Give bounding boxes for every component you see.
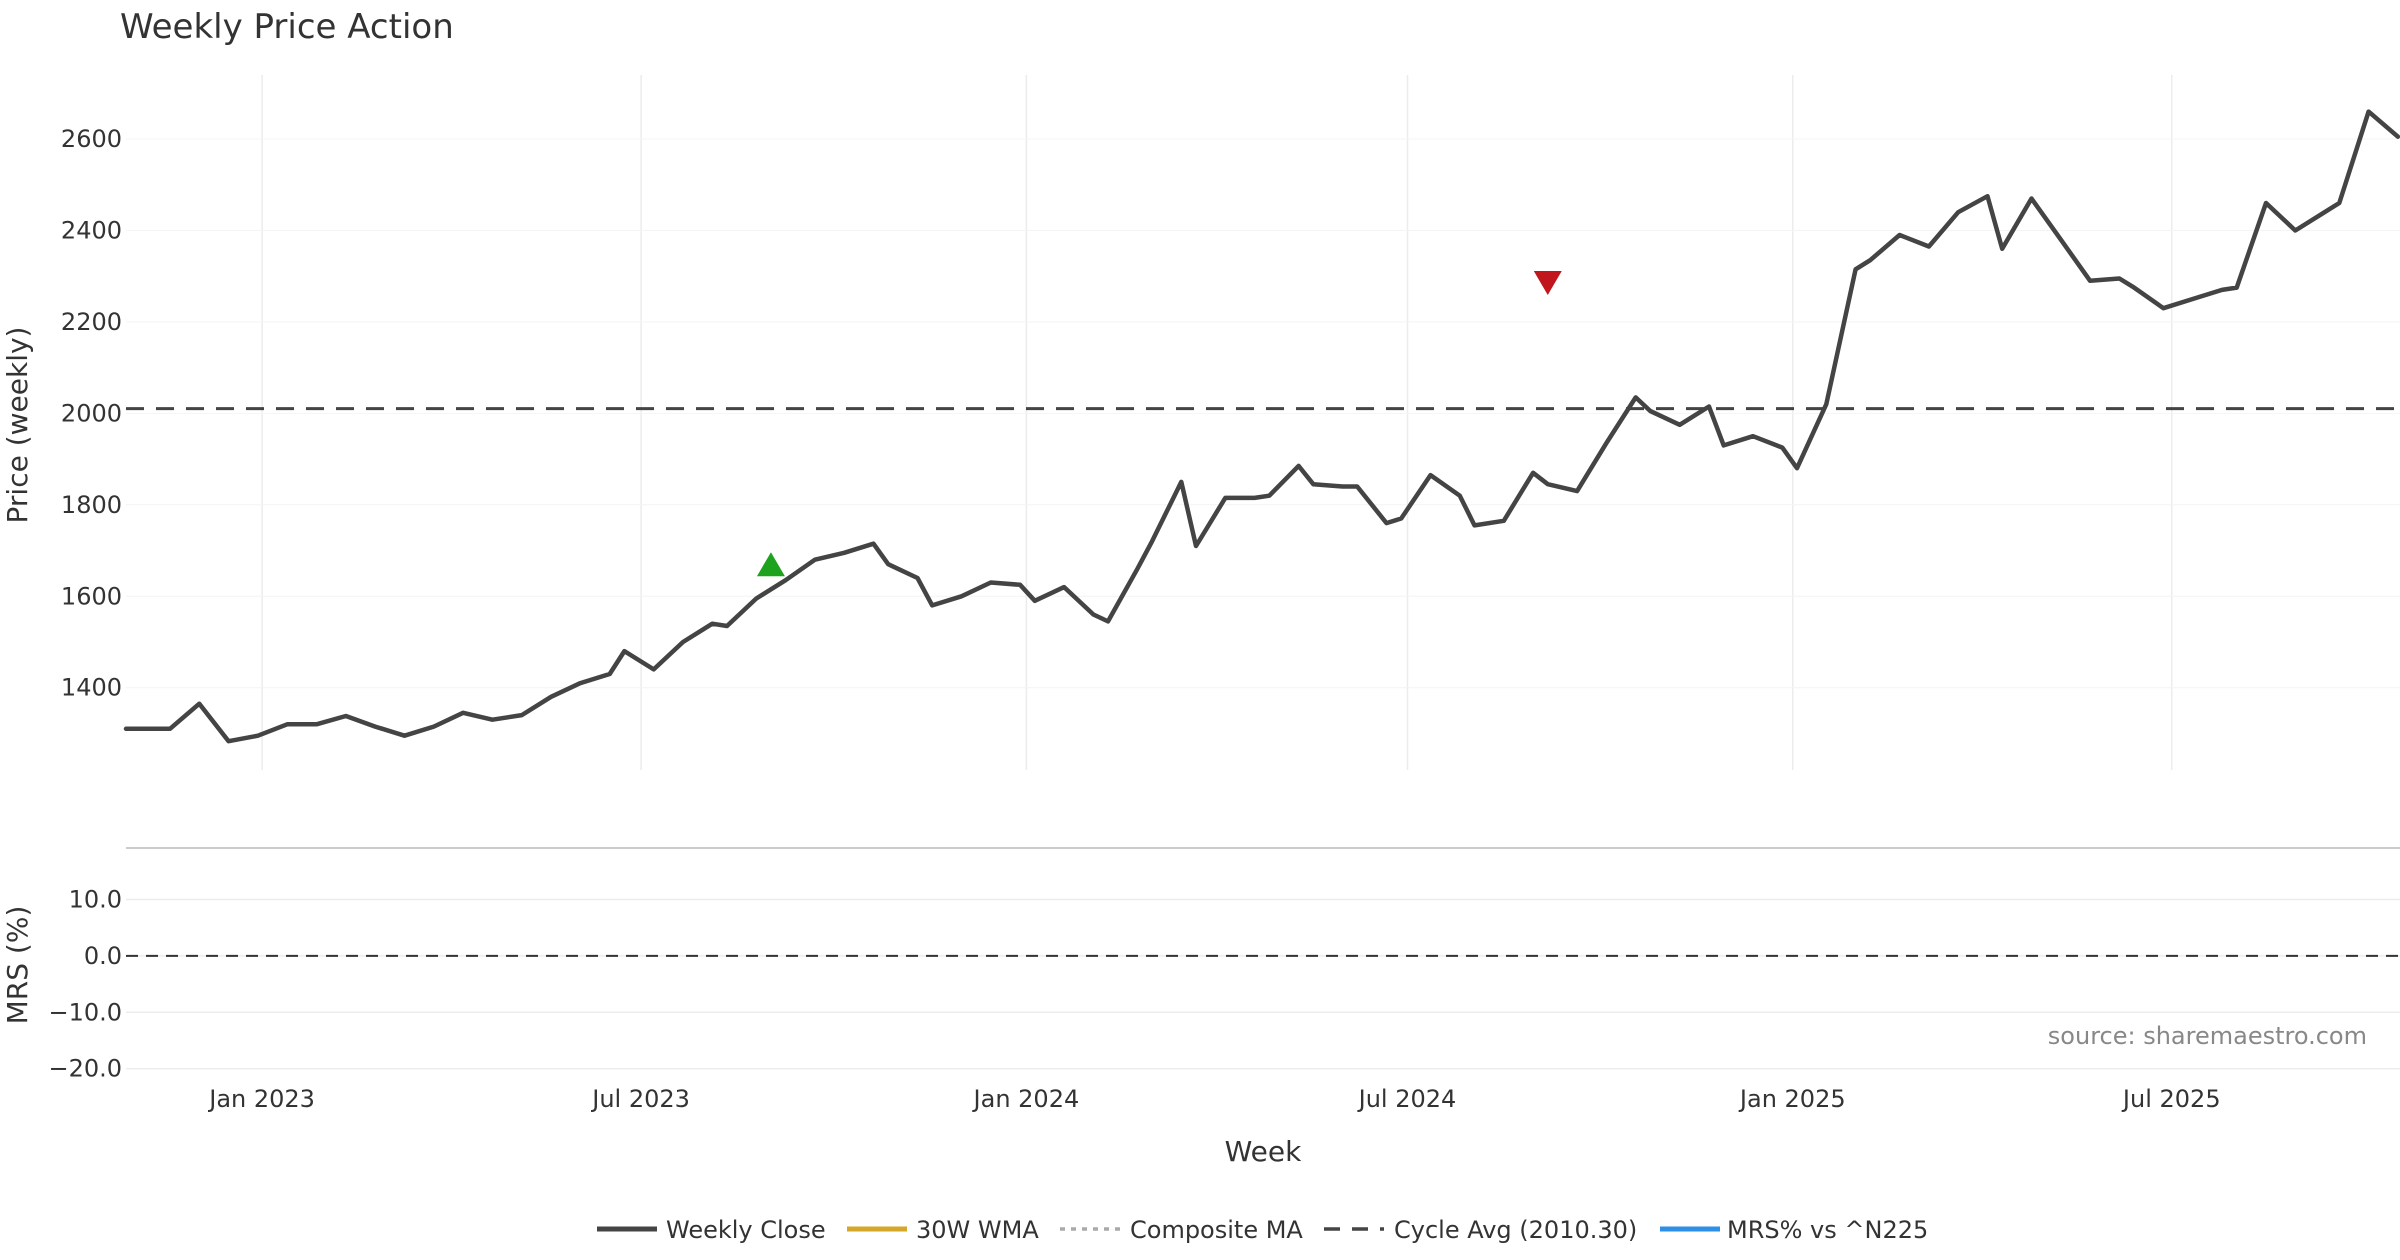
legend-label: Composite MA	[1130, 1216, 1303, 1244]
legend-label: Cycle Avg (2010.30)	[1394, 1216, 1637, 1244]
price-panel-grid	[126, 75, 2400, 770]
price-y-tick-label: 2000	[61, 399, 122, 427]
mrs-y-axis-title: MRS (%)	[1, 906, 34, 1025]
price-y-tick-label: 1800	[61, 491, 122, 519]
x-tick-label: Jan 2025	[1738, 1085, 1846, 1113]
price-y-tick-label: 1400	[61, 674, 122, 702]
sell-signal-marker	[1533, 271, 1562, 296]
weekly-close-line	[123, 109, 2400, 744]
price-series-layer	[123, 109, 2400, 744]
x-axis-title: Week	[1225, 1135, 1302, 1168]
legend-label: Weekly Close	[666, 1216, 826, 1244]
legend-label: MRS% vs ^N225	[1727, 1216, 1928, 1244]
legend-label: 30W WMA	[916, 1216, 1039, 1244]
mrs-panel-grid	[126, 898, 2400, 1070]
price-y-tick-label: 2200	[61, 308, 122, 336]
mrs-y-tick-label: −20.0	[48, 1055, 122, 1083]
price-y-tick-label: 2400	[61, 216, 122, 244]
price-y-axis: 1400 1600 1800 2000 2200 2400 2600	[61, 125, 122, 702]
mrs-y-tick-label: −10.0	[48, 998, 122, 1026]
price-y-tick-label: 1600	[61, 582, 122, 610]
price-y-tick-label: 2600	[61, 125, 122, 153]
mrs-y-axis: 10.0 0.0 −10.0 −20.0	[48, 885, 122, 1082]
x-tick-label: Jan 2023	[207, 1085, 315, 1113]
signal-markers	[756, 271, 1562, 577]
x-axis: Jan 2023 Jul 2023 Jan 2024 Jul 2024 Jan 2025…	[207, 1085, 2220, 1113]
legend: Weekly Close 30W WMA Composite MA Cycle Avg…	[597, 1216, 1928, 1244]
mrs-y-tick-label: 0.0	[84, 942, 122, 970]
x-tick-label: Jan 2024	[972, 1085, 1080, 1113]
price-y-axis-title: Price (weekly)	[1, 327, 34, 524]
buy-signal-marker	[756, 552, 785, 577]
x-tick-label: Jul 2025	[2121, 1085, 2221, 1113]
source-note: source: sharemaestro.com	[2048, 1022, 2367, 1050]
x-tick-label: Jul 2023	[590, 1085, 690, 1113]
mrs-y-tick-label: 10.0	[69, 885, 122, 913]
chart-title: Weekly Price Action	[120, 7, 454, 47]
x-tick-label: Jul 2024	[1357, 1085, 1457, 1113]
